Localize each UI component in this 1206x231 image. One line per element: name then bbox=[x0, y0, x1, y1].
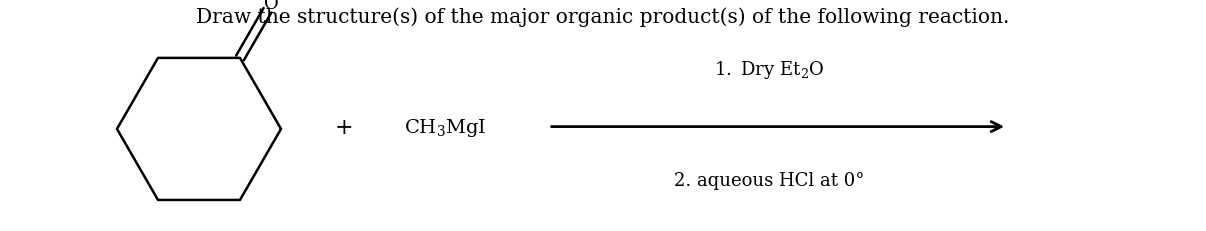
Text: O: O bbox=[264, 0, 279, 13]
Text: 2. aqueous HCl at 0°: 2. aqueous HCl at 0° bbox=[674, 171, 865, 189]
Text: $\mathregular{CH_3MgI}$: $\mathregular{CH_3MgI}$ bbox=[404, 116, 486, 138]
Text: +: + bbox=[334, 116, 353, 138]
Text: $\mathregular{1.\ Dry\ Et_2O}$: $\mathregular{1.\ Dry\ Et_2O}$ bbox=[714, 58, 825, 80]
Text: Draw the structure(s) of the major organic product(s) of the following reaction.: Draw the structure(s) of the major organ… bbox=[197, 7, 1009, 27]
